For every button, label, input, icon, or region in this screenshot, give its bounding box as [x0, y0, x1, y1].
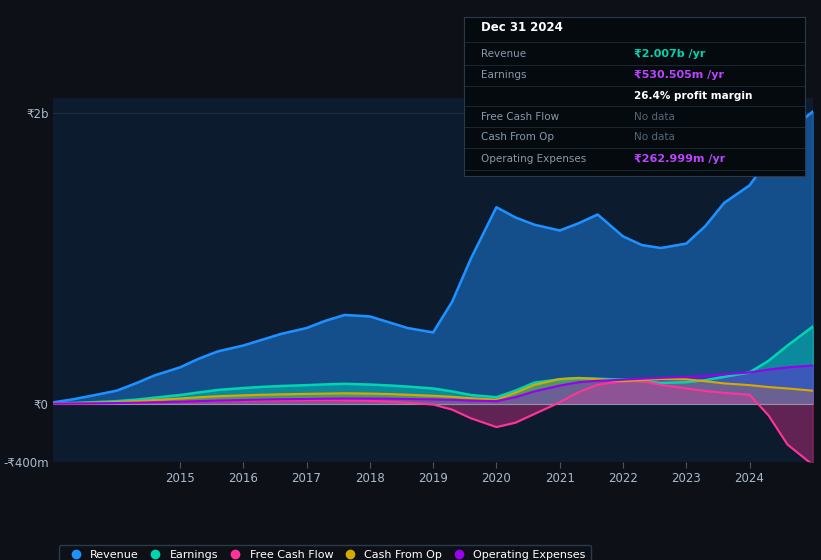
Text: No data: No data: [635, 132, 675, 142]
Text: ₹2.007b /yr: ₹2.007b /yr: [635, 49, 705, 58]
Text: Operating Expenses: Operating Expenses: [481, 153, 586, 164]
Text: Free Cash Flow: Free Cash Flow: [481, 111, 559, 122]
Text: Earnings: Earnings: [481, 70, 526, 80]
Text: ₹530.505m /yr: ₹530.505m /yr: [635, 70, 724, 80]
Text: No data: No data: [635, 111, 675, 122]
Text: Dec 31 2024: Dec 31 2024: [481, 21, 562, 35]
Text: Revenue: Revenue: [481, 49, 526, 58]
Text: Cash From Op: Cash From Op: [481, 132, 554, 142]
Text: 26.4% profit margin: 26.4% profit margin: [635, 91, 753, 101]
Text: ₹262.999m /yr: ₹262.999m /yr: [635, 153, 726, 164]
Legend: Revenue, Earnings, Free Cash Flow, Cash From Op, Operating Expenses: Revenue, Earnings, Free Cash Flow, Cash …: [59, 544, 591, 560]
